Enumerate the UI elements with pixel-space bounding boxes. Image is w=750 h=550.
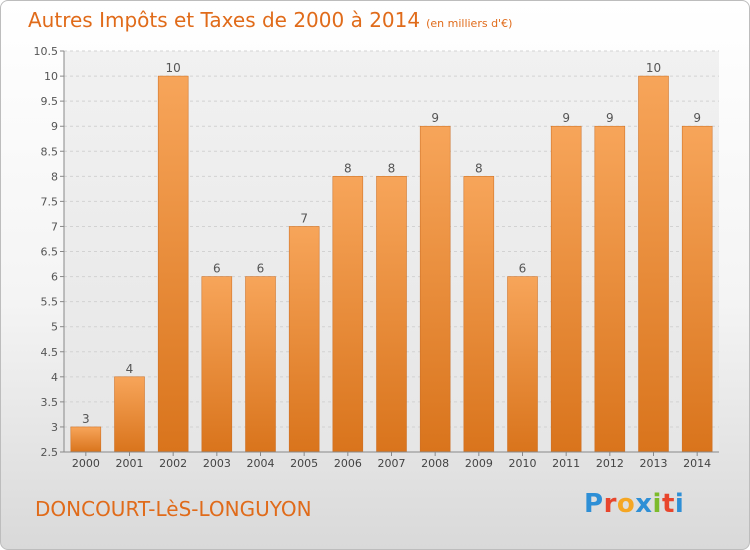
bar-2001	[114, 376, 145, 453]
logo-letter: x	[635, 489, 653, 519]
bar-2014	[681, 125, 713, 453]
x-tick-label-2010: 2010	[509, 457, 537, 470]
y-tick-label: 9.5	[41, 95, 59, 108]
y-tick-label: 8.5	[41, 145, 59, 158]
bar-2007	[376, 176, 407, 453]
logo-letter: r	[603, 489, 617, 519]
y-tick-label: 3.5	[41, 396, 59, 409]
logo-letter: i	[674, 489, 685, 519]
bars	[70, 75, 713, 453]
y-tick-label: 2.5	[41, 446, 59, 459]
bar-2008	[419, 125, 451, 453]
bar-2011	[550, 125, 582, 453]
y-tick-label: 9	[51, 120, 58, 133]
logo-letter: i	[652, 489, 662, 519]
x-tick-label-2008: 2008	[421, 457, 449, 470]
data-label-2011: 9	[562, 111, 570, 125]
x-tick-label-2003: 2003	[203, 457, 231, 470]
data-labels: 3 4 10 6 6 7 8 8 9 8 6 9 9 10 9	[82, 61, 701, 426]
bar-2003	[201, 276, 233, 453]
data-label-2002: 10	[166, 61, 181, 75]
y-tick-label: 10.5	[34, 45, 59, 58]
y-tick-label: 3	[51, 421, 58, 434]
bar-2006	[332, 176, 364, 453]
bar-2009	[463, 176, 495, 453]
proxiti-logo: Proxiti	[584, 489, 684, 519]
bar-2000	[70, 426, 102, 453]
logo-letter: t	[661, 489, 675, 519]
data-label-2012: 9	[606, 111, 614, 125]
data-label-2014: 9	[693, 111, 701, 125]
x-tick-label-2012: 2012	[596, 457, 624, 470]
data-label-2010: 6	[519, 262, 527, 276]
y-tick-label: 7.5	[41, 195, 59, 208]
data-label-2003: 6	[213, 262, 221, 276]
bar-2005	[288, 226, 320, 453]
y-tick-label: 5	[51, 321, 58, 334]
y-tick-label: 7	[51, 220, 58, 233]
chart-unit: (en milliers d'€)	[426, 17, 513, 30]
logo-letter: P	[584, 489, 604, 519]
x-tick-label-2005: 2005	[290, 457, 318, 470]
x-tick-label-2013: 2013	[640, 457, 668, 470]
bar-2013	[638, 75, 669, 453]
data-label-2004: 6	[257, 262, 265, 276]
data-label-2009: 8	[475, 161, 483, 175]
x-tick-label-2006: 2006	[334, 457, 362, 470]
y-tick-label: 8	[51, 170, 58, 183]
data-label-2006: 8	[344, 161, 352, 175]
x-tick-label-2002: 2002	[159, 457, 187, 470]
data-label-2005: 7	[300, 211, 308, 225]
x-tick-label-2000: 2000	[72, 457, 100, 470]
commune-name: DONCOURT-LèS-LONGUYON	[35, 497, 312, 521]
y-tick-label: 6	[51, 271, 58, 284]
x-tick-label-2007: 2007	[378, 457, 406, 470]
chart-title-text: Autres Impôts et Taxes de 2000 à 2014	[28, 8, 421, 32]
data-label-2013: 10	[646, 61, 661, 75]
y-tick-label: 5.5	[41, 296, 59, 309]
axes: 2.5 3 3.5 4 4.5 5 5.5 6 6.5 7 7.5 8 8.5 9 9.5 10 10.5 200…	[34, 45, 719, 470]
x-tick-label-2011: 2011	[552, 457, 580, 470]
data-label-2008: 9	[431, 111, 439, 125]
x-tick-label-2001: 2001	[116, 457, 144, 470]
data-label-2001: 4	[126, 362, 134, 376]
data-label-2000: 3	[82, 412, 90, 426]
y-tick-label: 10	[44, 70, 58, 83]
y-tick-label: 6.5	[41, 246, 59, 259]
y-tick-label: 4.5	[41, 346, 59, 359]
logo-letter: o	[616, 489, 636, 519]
bar-2012	[594, 125, 626, 453]
x-tick-label-2004: 2004	[247, 457, 275, 470]
data-label-2007: 8	[388, 161, 396, 175]
bar-2010	[507, 276, 538, 453]
x-tick-label-2009: 2009	[465, 457, 493, 470]
x-tick-label-2014: 2014	[683, 457, 711, 470]
bar-2004	[245, 276, 276, 453]
y-tick-label: 4	[51, 371, 58, 384]
bar-2002	[157, 75, 189, 453]
chart-title: Autres Impôts et Taxes de 2000 à 2014 (en…	[28, 8, 512, 32]
